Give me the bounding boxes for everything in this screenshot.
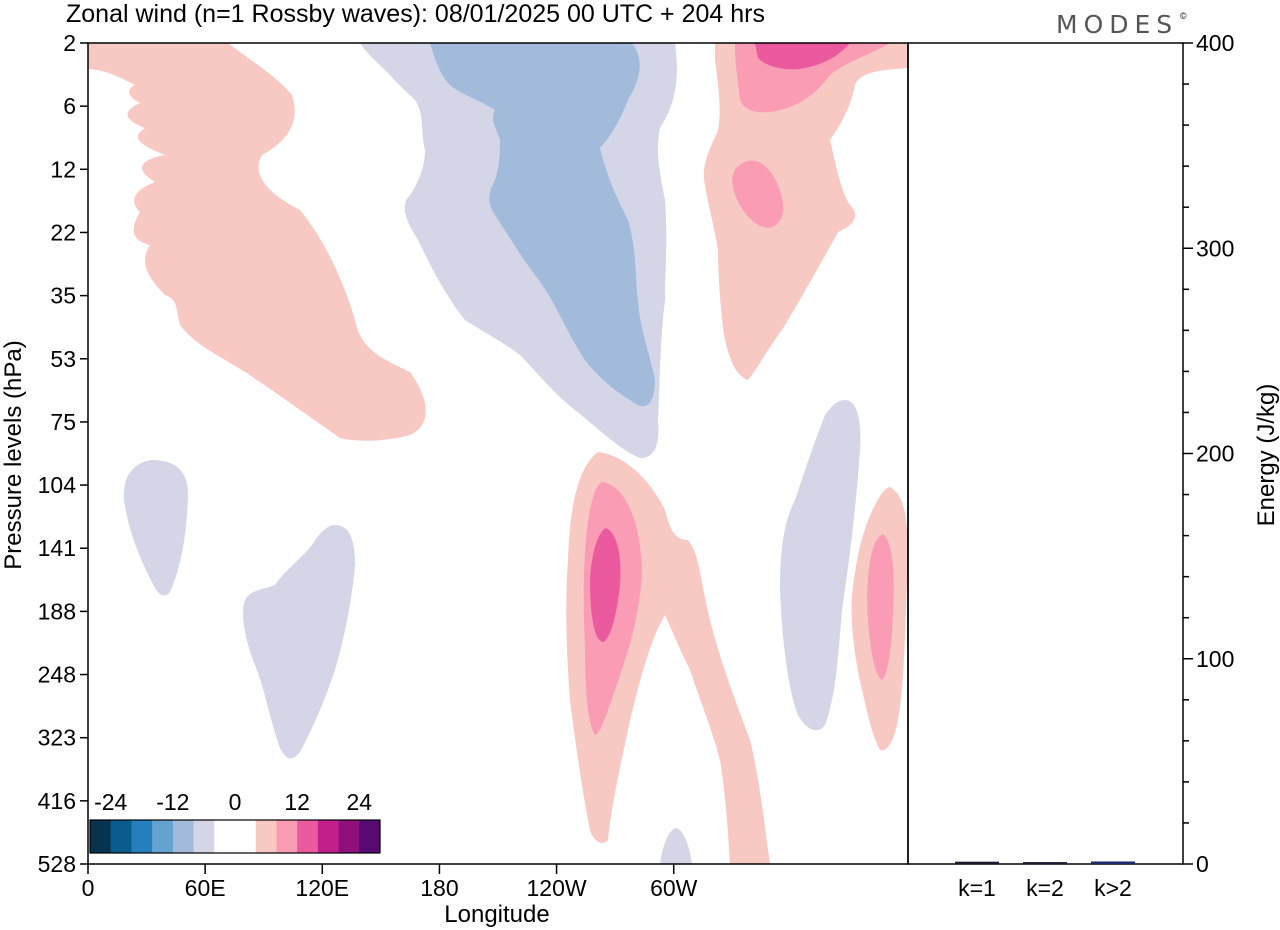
y-tick-label: 12 bbox=[50, 156, 76, 182]
negative-anomaly-region-4 bbox=[243, 525, 355, 759]
y-tick-label: 323 bbox=[38, 725, 76, 751]
colorbar-tick-label: 12 bbox=[284, 789, 310, 815]
y-tick-label: 75 bbox=[50, 409, 76, 435]
energy-bar bbox=[955, 861, 999, 865]
x-tick-label: 0 bbox=[82, 875, 95, 901]
negative-anomaly-region-5 bbox=[780, 400, 861, 731]
modes-logo: MODES bbox=[1056, 10, 1178, 39]
colorbar-swatch bbox=[338, 820, 360, 853]
y-tick-label: 22 bbox=[50, 219, 76, 245]
colorbar-swatch bbox=[276, 820, 298, 853]
colorbar-tick-label: 24 bbox=[346, 789, 372, 815]
negative-anomaly-region-3 bbox=[123, 460, 188, 596]
colorbar-tick-label: 0 bbox=[229, 789, 242, 815]
colorbar-swatch bbox=[359, 820, 381, 853]
logo-registered-mark: © bbox=[1180, 11, 1187, 21]
energy-bar bbox=[1023, 862, 1067, 865]
negative-anomaly-region-6 bbox=[660, 828, 692, 864]
y-tick-label: 35 bbox=[50, 283, 76, 309]
colorbar-swatch bbox=[297, 820, 319, 853]
colorbar-swatch bbox=[317, 820, 339, 853]
positive-anomaly-region-2 bbox=[703, 43, 908, 380]
positive-anomaly-region-10 bbox=[867, 534, 894, 680]
positive-anomaly-region-4 bbox=[732, 160, 784, 228]
positive-anomaly-region-8 bbox=[590, 528, 621, 642]
y-tick-label: 528 bbox=[38, 851, 76, 877]
y-tick-label: 141 bbox=[38, 535, 76, 561]
energy-x-tick-label: k>2 bbox=[1094, 875, 1132, 901]
y-tick-label: 188 bbox=[38, 598, 76, 624]
colorbar-swatch bbox=[214, 820, 236, 853]
y-tick-label: 6 bbox=[63, 93, 76, 119]
x-tick-label: 120W bbox=[527, 875, 587, 901]
contour-fills bbox=[88, 43, 908, 864]
energy-panel: 0 100 200 300 400 k=1 k=2 k>2 Energy (J/kg) bbox=[907, 30, 1280, 901]
energy-y-tick-label: 100 bbox=[1196, 646, 1234, 672]
x-tick-label: 60W bbox=[650, 875, 698, 901]
energy-frame bbox=[907, 42, 1184, 865]
y-tick-label: 104 bbox=[38, 472, 77, 498]
y-axis-label: Pressure levels (hPa) bbox=[0, 340, 27, 569]
colorbar-frame bbox=[89, 819, 381, 854]
energy-bars bbox=[955, 861, 1135, 865]
positive-anomaly-region-5 bbox=[755, 43, 850, 70]
energy-y-axis: 0 100 200 300 400 bbox=[1183, 30, 1234, 877]
energy-y-tick-label: 300 bbox=[1196, 235, 1234, 261]
energy-y-tick-label: 400 bbox=[1196, 30, 1234, 56]
energy-x-tick-label: k=2 bbox=[1026, 875, 1064, 901]
y-axis: 2 6 12 22 35 53 75 104 141 188 248 323 416 528 bbox=[38, 30, 88, 877]
energy-y-tick-label: 200 bbox=[1196, 441, 1234, 467]
energy-y-axis-label: Energy (J/kg) bbox=[1253, 384, 1280, 527]
y-tick-label: 53 bbox=[50, 346, 76, 372]
colorbar-swatch bbox=[255, 820, 277, 853]
colorbar-tick-label: -24 bbox=[94, 789, 127, 815]
x-axis-label: Longitude bbox=[444, 901, 549, 928]
colorbar-swatch bbox=[110, 820, 132, 853]
positive-anomaly-region-1 bbox=[88, 43, 426, 441]
x-axis: 0 60E 120E 180 120W 60W bbox=[82, 864, 698, 901]
heatmap-panel: 0 60E 120E 180 120W 60W 2 6 12 22 35 53 75 104 141 188… bbox=[0, 30, 909, 928]
chart-title: Zonal wind (n=1 Rossby waves): 08/01/202… bbox=[66, 0, 765, 28]
x-tick-label: 120E bbox=[295, 875, 349, 901]
colorbar-swatch bbox=[235, 820, 257, 853]
colorbar-swatch bbox=[193, 820, 215, 853]
y-tick-label: 248 bbox=[38, 662, 76, 688]
energy-y-tick-label: 0 bbox=[1196, 851, 1209, 877]
colorbar-swatch bbox=[172, 820, 194, 853]
energy-bar bbox=[1091, 861, 1135, 864]
colorbar-swatch bbox=[90, 820, 112, 853]
x-tick-label: 180 bbox=[420, 875, 458, 901]
negative-anomaly-region-2 bbox=[430, 43, 655, 407]
colorbar: -24 -12 0 12 24 bbox=[89, 789, 381, 854]
y-tick-label: 2 bbox=[63, 30, 76, 56]
energy-x-axis: k=1 k=2 k>2 bbox=[958, 875, 1132, 901]
x-tick-label: 60E bbox=[185, 875, 226, 901]
colorbar-tick-label: -12 bbox=[156, 789, 189, 815]
colorbar-swatch bbox=[152, 820, 174, 853]
colorbar-swatch bbox=[131, 820, 153, 853]
energy-x-tick-label: k=1 bbox=[958, 875, 996, 901]
y-tick-label: 416 bbox=[38, 788, 76, 814]
